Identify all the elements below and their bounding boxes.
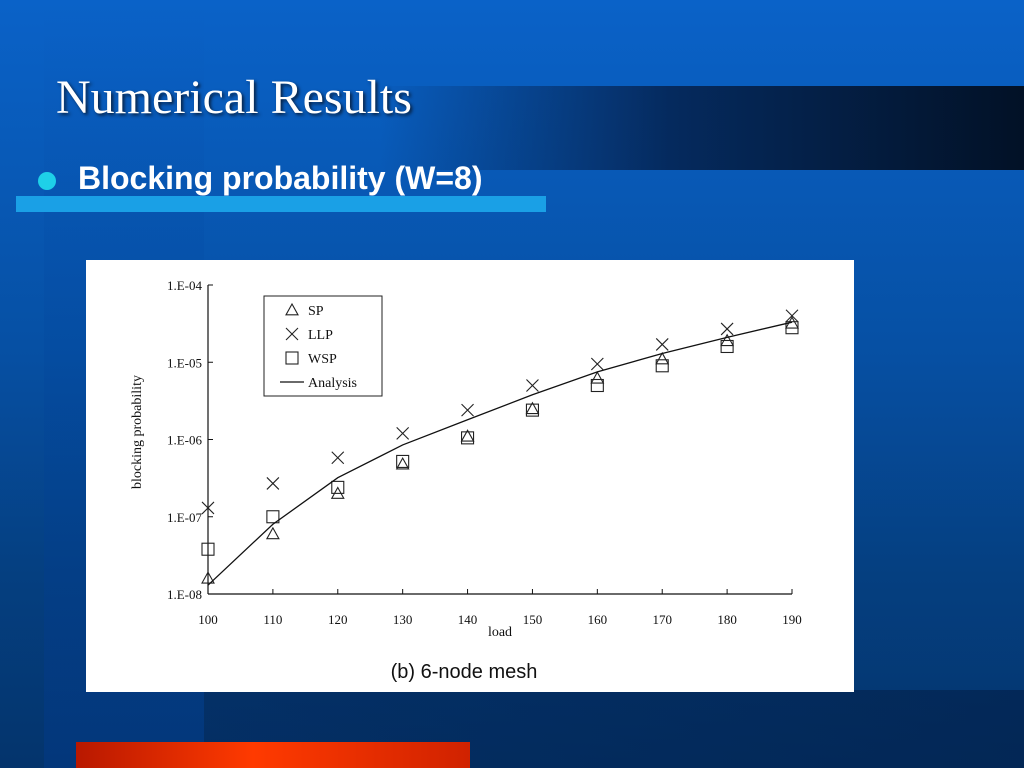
data-point-llp [201,501,215,515]
chart: 1.E-08 1.E-07 1.E-06 1.E-05 1.E-04 100 110 120 1… [130,278,802,683]
x-tick-label: 130 [393,612,413,627]
slide-title: Numerical Results [56,71,412,124]
x-marker-stroke [526,379,539,392]
data-point-llp [331,451,345,465]
x-tick-label: 140 [458,612,478,627]
data-point-wsp [785,321,799,335]
data-point-wsp [201,542,215,556]
bullet-text: Blocking probability (W=8) [78,160,483,196]
chart-marks [201,309,799,586]
data-point-sp [395,456,410,470]
y-tick-label: 1.E-08 [167,587,202,602]
x-marker-stroke [720,322,734,336]
chart-ticks: 1.E-08 1.E-07 1.E-06 1.E-05 1.E-04 100 110 120 1… [167,278,802,627]
x-marker-stroke [266,477,280,490]
series-line-analysis [207,321,793,586]
data-point-wsp [396,454,410,468]
legend-swatch-wsp [285,351,299,365]
data-point-llp [396,426,410,440]
y-tick-label: 1.E-07 [167,510,203,525]
data-point-sp [525,401,540,415]
data-point-llp [785,309,799,323]
x-marker-stroke [285,327,299,341]
bullet-icon [38,172,56,190]
x-tick-label: 190 [782,612,802,627]
data-point-wsp [590,378,604,393]
data-point-wsp [461,431,475,445]
x-marker-stroke [331,451,345,465]
y-tick-label: 1.E-04 [167,278,203,293]
y-tick-label: 1.E-05 [167,355,202,370]
x-marker-stroke [396,426,410,440]
legend-label: Analysis [308,376,357,391]
data-point-llp [590,357,604,371]
x-tick-label: 170 [652,612,672,627]
data-point-wsp [266,510,280,524]
legend-swatch-sp [285,302,299,316]
x-tick-label: 110 [263,612,282,627]
x-tick-label: 120 [328,612,348,627]
x-tick-label: 100 [198,612,218,627]
legend-label: SP [308,304,324,319]
decorative-title-band [380,86,1024,170]
x-marker-stroke [785,309,799,323]
legend-box [263,295,383,397]
x-tick-label: 160 [588,612,608,627]
legend-label: WSP [308,352,337,367]
data-point-wsp [331,480,345,494]
x-tick-label: 180 [717,612,737,627]
data-point-llp [266,477,280,490]
chart-panel: 1.E-08 1.E-07 1.E-06 1.E-05 1.E-04 100 110 120 1… [86,260,854,692]
x-tick-label: 150 [523,612,543,627]
y-tick-label: 1.E-06 [167,433,203,448]
x-marker-stroke [461,403,474,417]
x-marker-stroke [590,357,604,371]
y-axis-label: blocking probability [130,375,145,489]
decorative-bottom-red-bar [76,742,470,768]
legend-label: LLP [308,328,333,343]
data-point-sp [265,526,280,540]
decorative-accent-bar [16,196,546,212]
chart-caption: (b) 6-node mesh [391,661,538,683]
data-point-llp [526,379,539,392]
data-point-wsp [655,359,669,373]
data-point-sp [590,371,605,384]
x-axis-label: load [488,625,512,640]
chart-legend: SP LLP WSP Analysis [263,295,383,397]
x-marker-stroke [655,338,669,351]
data-point-wsp [525,403,539,417]
data-point-wsp [720,339,734,354]
data-point-llp [720,322,734,336]
data-point-sp [201,571,215,584]
data-point-sp [460,429,475,442]
data-point-sp [655,351,670,365]
data-point-llp [655,338,669,351]
legend-swatch-llp [285,327,299,341]
x-marker-stroke [201,501,215,515]
data-point-llp [461,403,474,417]
